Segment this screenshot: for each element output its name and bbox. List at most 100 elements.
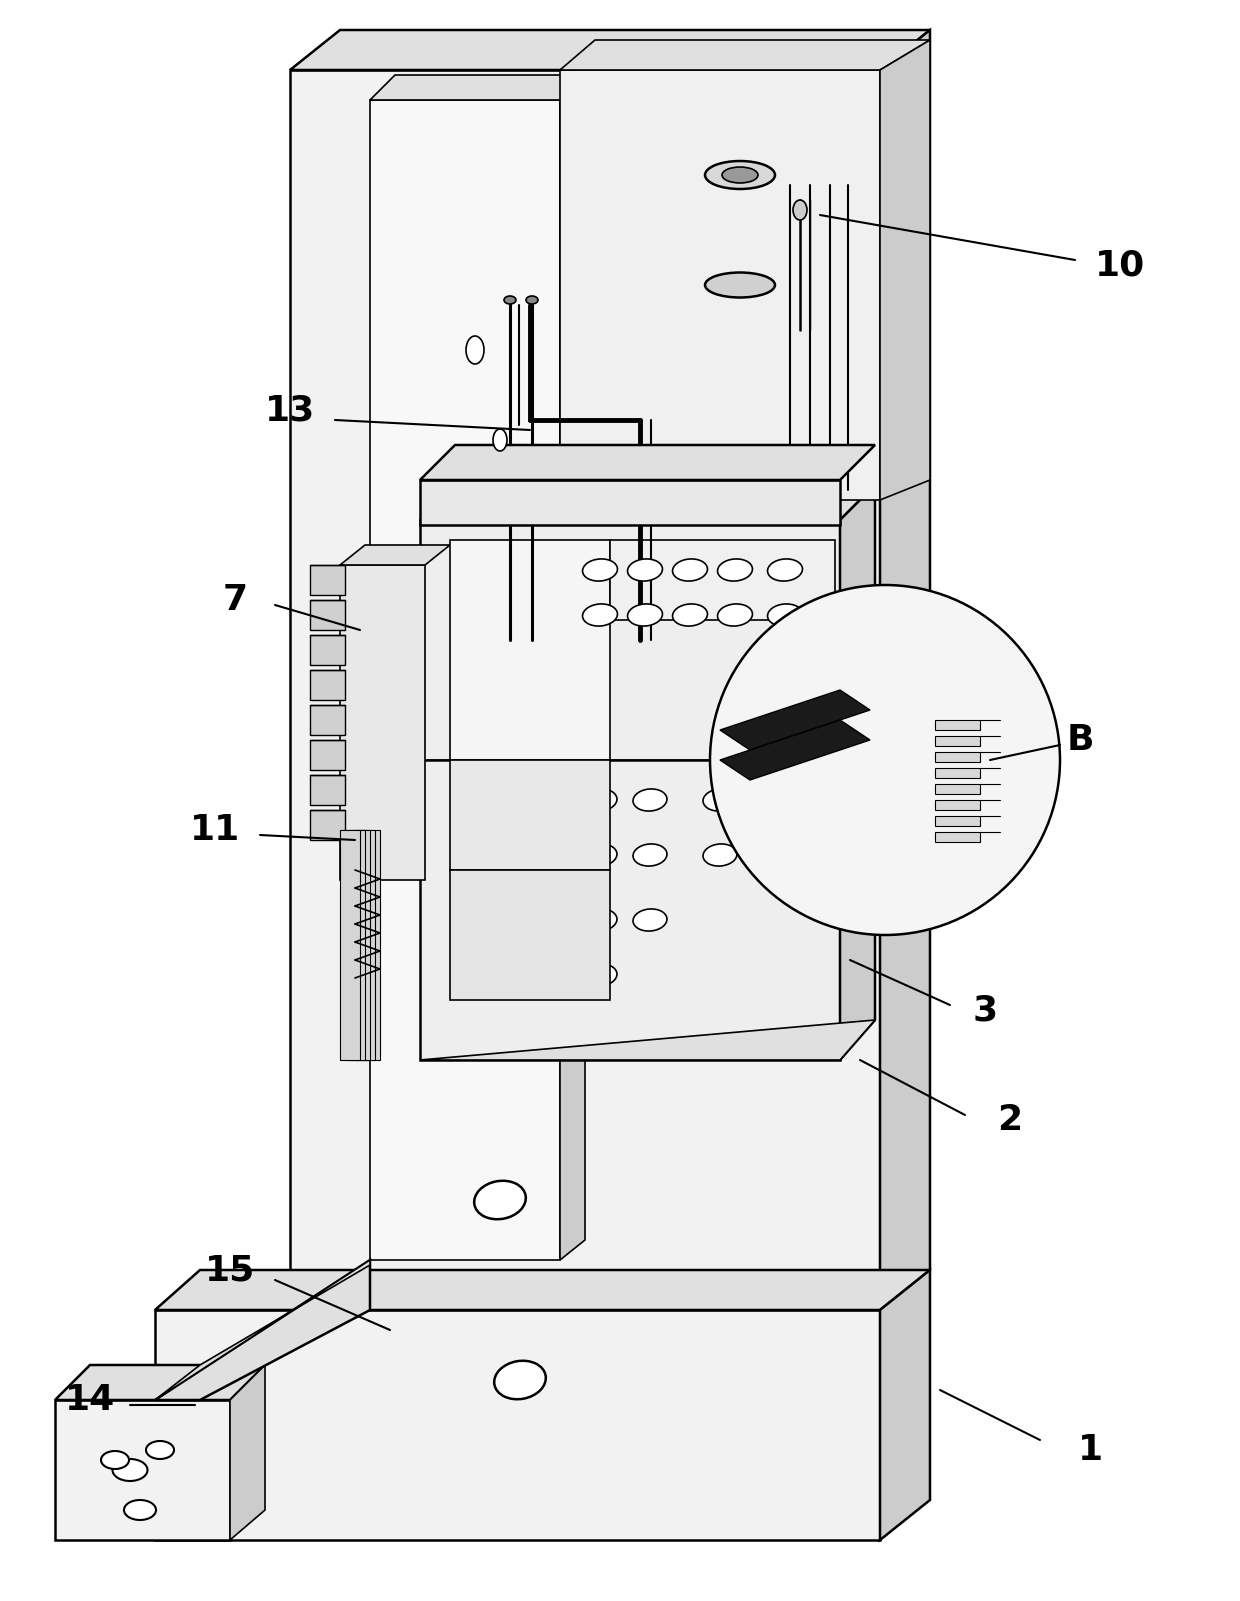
Polygon shape	[310, 704, 345, 735]
Ellipse shape	[634, 909, 667, 932]
Ellipse shape	[583, 559, 618, 581]
Polygon shape	[706, 175, 775, 285]
Ellipse shape	[583, 964, 618, 986]
Polygon shape	[155, 1260, 370, 1399]
Ellipse shape	[472, 844, 507, 866]
Polygon shape	[560, 75, 585, 1260]
Text: 13: 13	[265, 392, 315, 427]
Text: 2: 2	[997, 1103, 1023, 1137]
Ellipse shape	[718, 559, 753, 581]
Ellipse shape	[722, 167, 758, 183]
Text: 3: 3	[972, 993, 997, 1026]
Ellipse shape	[124, 1500, 156, 1519]
Polygon shape	[560, 40, 930, 70]
Ellipse shape	[583, 604, 618, 626]
Polygon shape	[450, 540, 610, 760]
Ellipse shape	[528, 789, 562, 812]
Polygon shape	[420, 1020, 875, 1060]
Ellipse shape	[100, 1451, 129, 1470]
Ellipse shape	[718, 604, 753, 626]
Polygon shape	[310, 600, 345, 631]
Ellipse shape	[528, 964, 562, 986]
Ellipse shape	[503, 296, 516, 304]
Ellipse shape	[758, 789, 792, 812]
Polygon shape	[935, 752, 980, 762]
Ellipse shape	[472, 789, 507, 812]
Polygon shape	[360, 829, 379, 1060]
Ellipse shape	[627, 559, 662, 581]
Polygon shape	[290, 70, 880, 1310]
Ellipse shape	[494, 429, 507, 451]
Ellipse shape	[672, 604, 708, 626]
Polygon shape	[420, 480, 839, 525]
Polygon shape	[720, 720, 870, 780]
Polygon shape	[310, 565, 345, 596]
Ellipse shape	[113, 1459, 148, 1481]
Polygon shape	[420, 445, 875, 480]
Polygon shape	[310, 636, 345, 664]
Ellipse shape	[703, 789, 737, 812]
Polygon shape	[55, 1366, 265, 1399]
Ellipse shape	[627, 604, 662, 626]
Ellipse shape	[706, 162, 775, 189]
Text: 1: 1	[1078, 1433, 1102, 1467]
Text: 7: 7	[222, 583, 248, 616]
Polygon shape	[345, 829, 365, 1060]
Polygon shape	[310, 669, 345, 700]
Ellipse shape	[706, 272, 775, 298]
Polygon shape	[310, 740, 345, 770]
Text: 14: 14	[64, 1383, 115, 1417]
Polygon shape	[420, 760, 839, 1060]
Polygon shape	[310, 810, 345, 841]
Ellipse shape	[528, 844, 562, 866]
Polygon shape	[610, 540, 835, 620]
Polygon shape	[155, 1260, 370, 1399]
Ellipse shape	[758, 844, 792, 866]
Polygon shape	[935, 784, 980, 794]
Ellipse shape	[474, 1182, 526, 1220]
Ellipse shape	[634, 844, 667, 866]
Polygon shape	[290, 30, 930, 70]
Polygon shape	[935, 736, 980, 746]
Polygon shape	[935, 833, 980, 842]
Polygon shape	[720, 690, 870, 749]
Polygon shape	[340, 544, 450, 565]
Ellipse shape	[466, 336, 484, 363]
Polygon shape	[155, 1310, 880, 1540]
Polygon shape	[880, 40, 930, 500]
Polygon shape	[229, 1366, 265, 1540]
Polygon shape	[935, 817, 980, 826]
Polygon shape	[340, 565, 425, 881]
Circle shape	[711, 584, 1060, 935]
Text: 15: 15	[205, 1254, 255, 1287]
Ellipse shape	[583, 789, 618, 812]
Text: B: B	[1066, 724, 1094, 757]
Polygon shape	[355, 829, 374, 1060]
Polygon shape	[935, 720, 980, 730]
Text: 10: 10	[1095, 248, 1145, 282]
Ellipse shape	[634, 789, 667, 812]
Ellipse shape	[672, 559, 708, 581]
Polygon shape	[935, 768, 980, 778]
Polygon shape	[839, 720, 875, 1060]
Ellipse shape	[472, 964, 507, 986]
Polygon shape	[350, 829, 370, 1060]
Polygon shape	[370, 99, 560, 1260]
Ellipse shape	[472, 909, 507, 932]
Text: 11: 11	[190, 813, 241, 847]
Polygon shape	[839, 485, 875, 760]
Polygon shape	[880, 30, 930, 1310]
Ellipse shape	[526, 296, 538, 304]
Ellipse shape	[146, 1441, 174, 1459]
Polygon shape	[155, 1270, 930, 1310]
Ellipse shape	[495, 1361, 546, 1399]
Ellipse shape	[703, 844, 737, 866]
Polygon shape	[450, 760, 610, 869]
Polygon shape	[880, 1270, 930, 1540]
Polygon shape	[310, 775, 345, 805]
Ellipse shape	[583, 909, 618, 932]
Ellipse shape	[794, 200, 807, 219]
Polygon shape	[340, 829, 360, 1060]
Ellipse shape	[768, 604, 802, 626]
Polygon shape	[55, 1399, 229, 1540]
